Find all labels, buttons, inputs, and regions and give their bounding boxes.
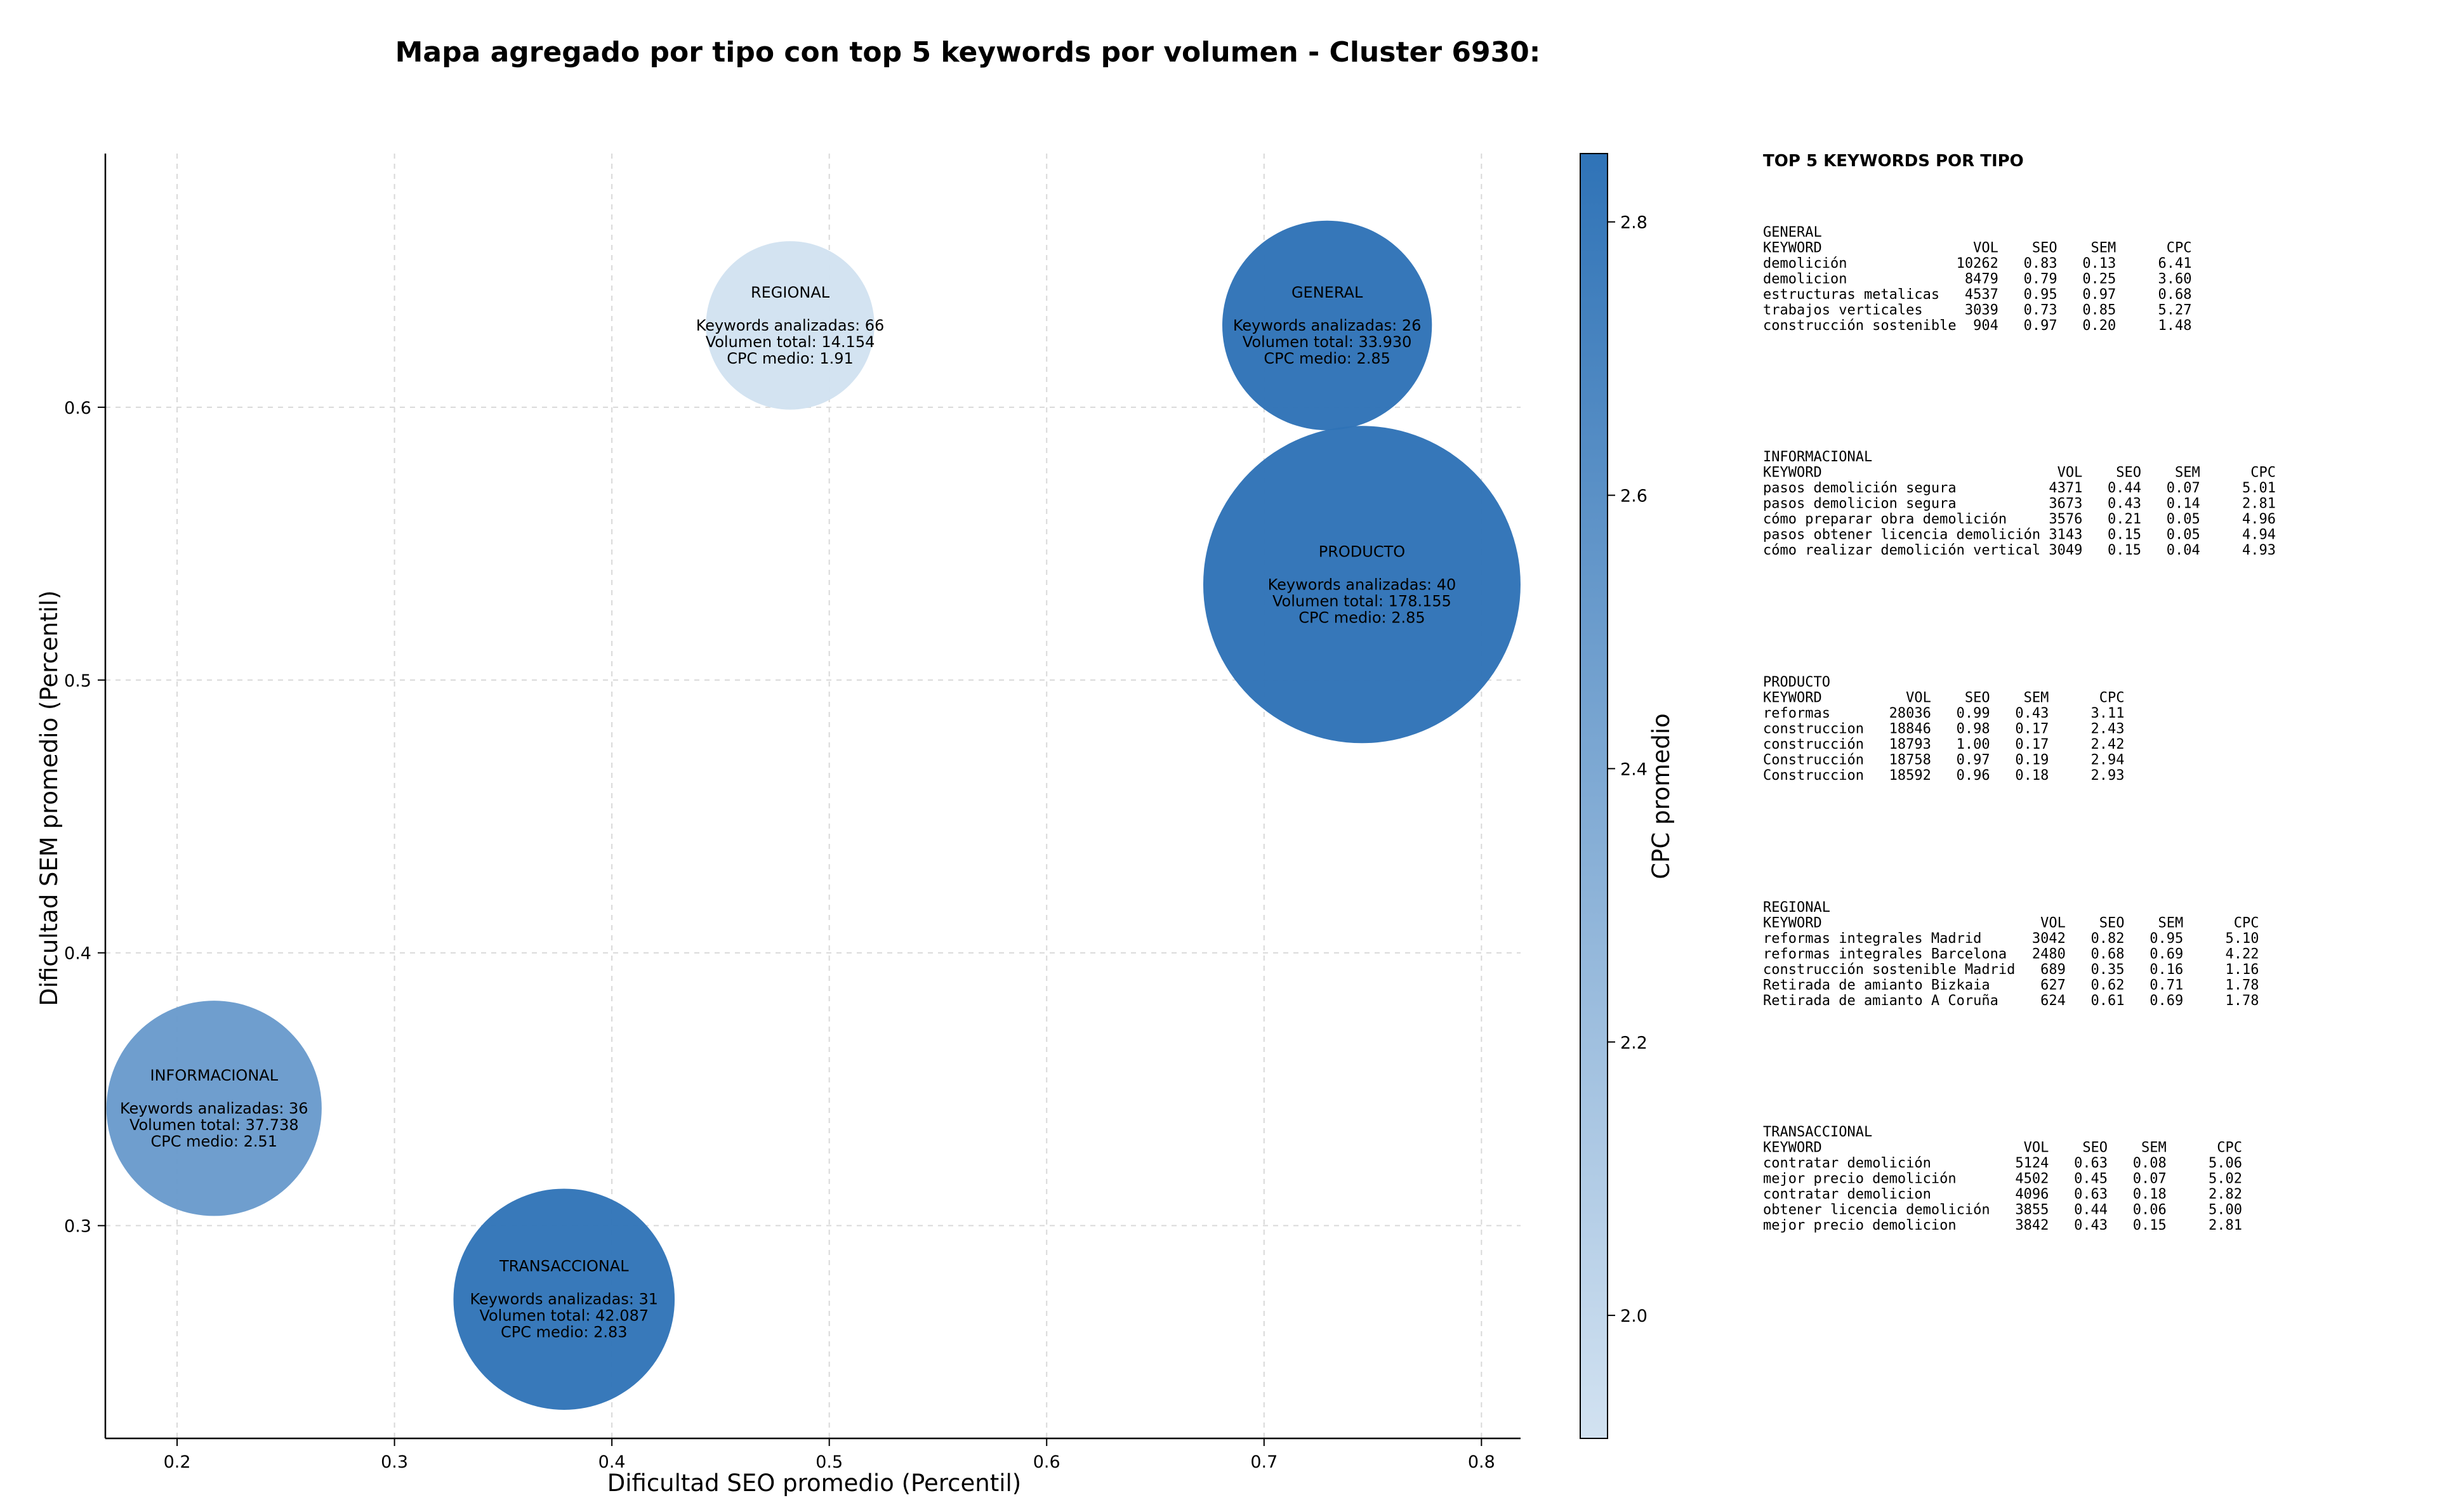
bubble-label-transaccional: Keywords analizadas: 31 <box>470 1291 658 1308</box>
keyword-table-title: TRANSACCIONAL <box>1763 1124 1872 1140</box>
keyword-table-row: cómo preparar obra demolición 3576 0.21 … <box>1763 511 2276 527</box>
bubble-label-general: GENERAL <box>1291 284 1363 301</box>
bubble-label-producto: CPC medio: 2.85 <box>1298 608 1425 626</box>
x-tick-label: 0.6 <box>1033 1452 1060 1472</box>
keyword-table-row: demolición 10262 0.83 0.13 6.41 <box>1763 256 2192 272</box>
bubble-label-informacional: Keywords analizadas: 36 <box>120 1100 308 1117</box>
x-tick-label: 0.8 <box>1468 1452 1495 1472</box>
keyword-table-row: demolicion 8479 0.79 0.25 3.60 <box>1763 272 2192 287</box>
keyword-table-row: reformas integrales Madrid 3042 0.82 0.9… <box>1763 931 2259 947</box>
colorbar-tick-label: 2.8 <box>1620 213 1648 233</box>
keyword-table-row: mejor precio demolicion 3842 0.43 0.15 2… <box>1763 1218 2242 1233</box>
keyword-table-row: pasos demolición segura 4371 0.44 0.07 5… <box>1763 480 2276 496</box>
bubble-regional <box>706 241 875 410</box>
bubble-producto <box>1203 426 1521 744</box>
keyword-table-row: contratar demolicion 4096 0.63 0.18 2.82 <box>1763 1187 2242 1202</box>
bubble-label-informacional: INFORMACIONAL <box>150 1067 278 1084</box>
keyword-table-row: Construccion 18592 0.96 0.18 2.93 <box>1763 768 2125 784</box>
keyword-table-row: construcción sostenible Madrid 689 0.35 … <box>1763 962 2259 978</box>
y-tick-label: 0.5 <box>64 671 91 691</box>
bubble-label-transaccional: TRANSACCIONAL <box>499 1258 629 1275</box>
keyword-table-row: obtener licencia demolición 3855 0.44 0.… <box>1763 1202 2242 1218</box>
colorbar-label: CPC promedio <box>1648 713 1675 879</box>
keyword-table-row: Retirada de amianto A Coruña 624 0.61 0.… <box>1763 993 2259 1009</box>
bubble-label-regional: REGIONAL <box>751 284 830 301</box>
bubble-label-regional: Keywords analizadas: 66 <box>696 317 885 334</box>
keyword-table-title: GENERAL <box>1763 225 1822 240</box>
bubble-label-producto: PRODUCTO <box>1319 542 1405 560</box>
colorbar-tick-label: 2.2 <box>1620 1033 1648 1053</box>
bubble-label-producto: Volumen total: 178.155 <box>1272 592 1451 610</box>
keyword-table-row: construcción sostenible 904 0.97 0.20 1.… <box>1763 318 2192 334</box>
bubble-label-general: Keywords analizadas: 26 <box>1233 317 1422 334</box>
keyword-table-row: contratar demolición 5124 0.63 0.08 5.06 <box>1763 1155 2242 1171</box>
y-tick-label: 0.4 <box>64 944 91 964</box>
keyword-table-row: construcción 18793 1.00 0.17 2.42 <box>1763 737 2125 753</box>
keyword-table-title: REGIONAL <box>1763 900 1830 916</box>
bubble-label-regional: Volumen total: 14.154 <box>706 333 875 351</box>
bubble-label-transaccional: Volumen total: 42.087 <box>479 1307 649 1325</box>
keyword-table-header: KEYWORD VOL SEO SEM CPC <box>1763 1140 2242 1156</box>
keyword-table-title: INFORMACIONAL <box>1763 449 1872 465</box>
keyword-table-row: reformas 28036 0.99 0.43 3.11 <box>1763 706 2125 721</box>
colorbar-tick-label: 2.0 <box>1620 1306 1648 1326</box>
keyword-table-row: cómo realizar demolición vertical 3049 0… <box>1763 542 2276 558</box>
bubble-transaccional <box>453 1188 675 1410</box>
bubble-label-informacional: CPC medio: 2.51 <box>151 1133 278 1150</box>
x-tick-label: 0.5 <box>816 1452 843 1472</box>
x-axis-label: Dificultad SEO promedio (Percentil) <box>607 1469 1021 1497</box>
bubble-general <box>1222 220 1432 431</box>
y-tick-label: 0.6 <box>64 398 91 418</box>
colorbar-tick-label: 2.6 <box>1620 487 1648 506</box>
colorbar <box>1580 153 1608 1439</box>
keyword-table-row: Construcción 18758 0.97 0.19 2.94 <box>1763 753 2125 768</box>
bubble-label-general: CPC medio: 2.85 <box>1264 350 1390 367</box>
x-tick-label: 0.3 <box>381 1452 408 1472</box>
x-tick-label: 0.2 <box>164 1452 191 1472</box>
bubble-label-regional: CPC medio: 1.91 <box>727 350 854 367</box>
bubble-informacional <box>106 1001 322 1216</box>
keyword-table-row: construccion 18846 0.98 0.17 2.43 <box>1763 721 2125 737</box>
keyword-table-header: KEYWORD VOL SEO SEM CPC <box>1763 690 2125 706</box>
keyword-table-title: PRODUCTO <box>1763 674 1830 690</box>
keyword-table-row: trabajos verticales 3039 0.73 0.85 5.27 <box>1763 303 2192 319</box>
bubble-label-producto: Keywords analizadas: 40 <box>1268 575 1456 593</box>
x-tick-label: 0.7 <box>1250 1452 1278 1472</box>
bubble-label-transaccional: CPC medio: 2.83 <box>501 1324 628 1341</box>
keyword-table-header: KEYWORD VOL SEO SEM CPC <box>1763 240 2192 256</box>
y-tick-label: 0.3 <box>64 1217 91 1237</box>
bubble-label-general: Volumen total: 33.930 <box>1243 333 1412 351</box>
keyword-table-header: KEYWORD VOL SEO SEM CPC <box>1763 916 2259 931</box>
keyword-table-row: reformas integrales Barcelona 2480 0.68 … <box>1763 947 2259 963</box>
side-panel-heading: TOP 5 KEYWORDS POR TIPO <box>1763 152 2024 171</box>
chart-title: Mapa agregado por tipo con top 5 keyword… <box>395 36 1541 69</box>
y-axis-label: Dificultad SEM promedio (Percentil) <box>36 590 63 1006</box>
keyword-table-row: mejor precio demolición 4502 0.45 0.07 5… <box>1763 1171 2242 1187</box>
keyword-table-header: KEYWORD VOL SEO SEM CPC <box>1763 465 2276 481</box>
keyword-table-row: pasos demolicion segura 3673 0.43 0.14 2… <box>1763 496 2276 512</box>
keyword-table-row: pasos obtener licencia demolición 3143 0… <box>1763 527 2276 543</box>
colorbar-tick-label: 2.4 <box>1620 759 1648 779</box>
axes: 0.2 0.3 0.4 0.5 0.6 0.7 0.8 0.3 0.4 0.5 0.6 <box>64 154 1521 1472</box>
x-tick-label: 0.4 <box>598 1452 626 1472</box>
colorbar-ticks: 2.0 2.2 2.4 2.6 2.8 <box>1608 213 1648 1326</box>
keyword-table-row: Retirada de amianto Bizkaia 627 0.62 0.7… <box>1763 978 2259 994</box>
bubble-label-informacional: Volumen total: 37.738 <box>129 1116 299 1134</box>
keyword-table-row: estructuras metalicas 4537 0.95 0.97 0.6… <box>1763 287 2192 303</box>
